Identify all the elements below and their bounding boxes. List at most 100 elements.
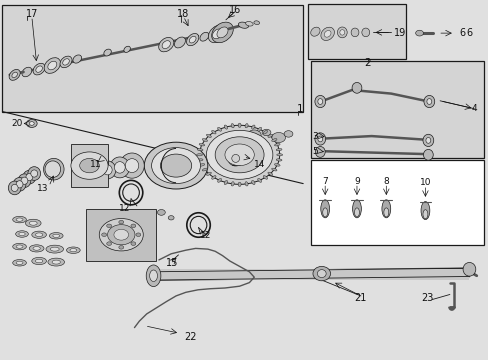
Text: 6: 6 — [466, 28, 471, 38]
Ellipse shape — [251, 125, 255, 129]
Ellipse shape — [186, 33, 199, 46]
Circle shape — [102, 233, 106, 237]
Ellipse shape — [352, 200, 361, 218]
Ellipse shape — [200, 32, 208, 41]
Ellipse shape — [73, 55, 81, 63]
Ellipse shape — [21, 177, 28, 184]
Text: 15: 15 — [165, 258, 178, 268]
Ellipse shape — [146, 265, 161, 287]
Text: 10: 10 — [419, 179, 430, 188]
Circle shape — [114, 229, 128, 240]
Circle shape — [144, 142, 207, 189]
Text: 7: 7 — [322, 177, 327, 186]
Ellipse shape — [271, 139, 276, 141]
Ellipse shape — [211, 22, 233, 42]
Ellipse shape — [159, 37, 173, 52]
Text: 20: 20 — [11, 119, 23, 128]
Circle shape — [131, 242, 136, 246]
Ellipse shape — [23, 170, 36, 184]
Text: 11: 11 — [89, 161, 101, 170]
Circle shape — [415, 30, 423, 36]
Circle shape — [136, 233, 141, 237]
Ellipse shape — [32, 231, 46, 238]
Ellipse shape — [381, 200, 390, 218]
Circle shape — [206, 130, 272, 179]
Circle shape — [131, 224, 136, 228]
Ellipse shape — [46, 245, 63, 253]
Ellipse shape — [45, 161, 61, 177]
Ellipse shape — [425, 138, 430, 143]
Ellipse shape — [197, 159, 203, 161]
Ellipse shape — [276, 154, 282, 156]
Ellipse shape — [276, 159, 282, 161]
Text: 22: 22 — [184, 332, 197, 342]
Ellipse shape — [29, 221, 37, 225]
Ellipse shape — [199, 143, 204, 146]
Ellipse shape — [315, 147, 325, 157]
Ellipse shape — [36, 233, 43, 237]
Ellipse shape — [244, 182, 247, 186]
Ellipse shape — [314, 95, 325, 108]
Circle shape — [224, 144, 254, 166]
Ellipse shape — [110, 157, 129, 178]
Ellipse shape — [16, 245, 23, 248]
Ellipse shape — [224, 180, 227, 185]
Text: 18: 18 — [177, 9, 189, 19]
Circle shape — [168, 216, 174, 220]
Circle shape — [271, 132, 285, 143]
Ellipse shape — [231, 123, 234, 128]
Ellipse shape — [43, 158, 64, 180]
Text: 3: 3 — [312, 132, 318, 141]
Ellipse shape — [253, 21, 259, 24]
Circle shape — [151, 148, 200, 184]
Ellipse shape — [60, 56, 72, 68]
Ellipse shape — [422, 210, 427, 219]
Ellipse shape — [337, 27, 346, 38]
Ellipse shape — [12, 72, 18, 78]
Ellipse shape — [197, 149, 203, 151]
Ellipse shape — [231, 154, 239, 162]
Text: 16: 16 — [228, 5, 241, 15]
Ellipse shape — [29, 245, 44, 252]
Ellipse shape — [317, 99, 322, 104]
Ellipse shape — [125, 159, 139, 172]
Ellipse shape — [202, 139, 207, 141]
Ellipse shape — [217, 27, 227, 38]
Ellipse shape — [238, 182, 241, 186]
Circle shape — [119, 220, 123, 224]
Ellipse shape — [227, 151, 243, 166]
Ellipse shape — [231, 182, 234, 186]
Ellipse shape — [13, 216, 26, 223]
Text: 14: 14 — [253, 160, 264, 169]
Ellipse shape — [48, 61, 57, 70]
Ellipse shape — [274, 143, 280, 146]
Ellipse shape — [11, 184, 18, 192]
Ellipse shape — [26, 120, 37, 127]
Circle shape — [199, 125, 279, 184]
Circle shape — [247, 130, 261, 140]
Ellipse shape — [322, 208, 327, 217]
Circle shape — [284, 131, 292, 137]
Ellipse shape — [317, 136, 322, 142]
Ellipse shape — [423, 149, 432, 160]
Ellipse shape — [245, 22, 253, 26]
Ellipse shape — [70, 248, 77, 252]
Bar — [85, 209, 156, 261]
Ellipse shape — [206, 134, 211, 138]
Text: 6: 6 — [458, 28, 464, 38]
Ellipse shape — [420, 202, 429, 220]
Ellipse shape — [99, 161, 116, 179]
Ellipse shape — [202, 168, 207, 171]
Circle shape — [99, 219, 143, 251]
Text: 21: 21 — [354, 293, 366, 303]
Circle shape — [157, 210, 165, 215]
Ellipse shape — [32, 257, 46, 265]
Ellipse shape — [206, 172, 211, 175]
Ellipse shape — [212, 29, 222, 39]
Ellipse shape — [350, 28, 358, 37]
Bar — [2, 5, 303, 112]
Text: 2: 2 — [364, 58, 370, 68]
Ellipse shape — [16, 231, 28, 237]
Bar — [310, 61, 483, 158]
Ellipse shape — [9, 69, 20, 80]
